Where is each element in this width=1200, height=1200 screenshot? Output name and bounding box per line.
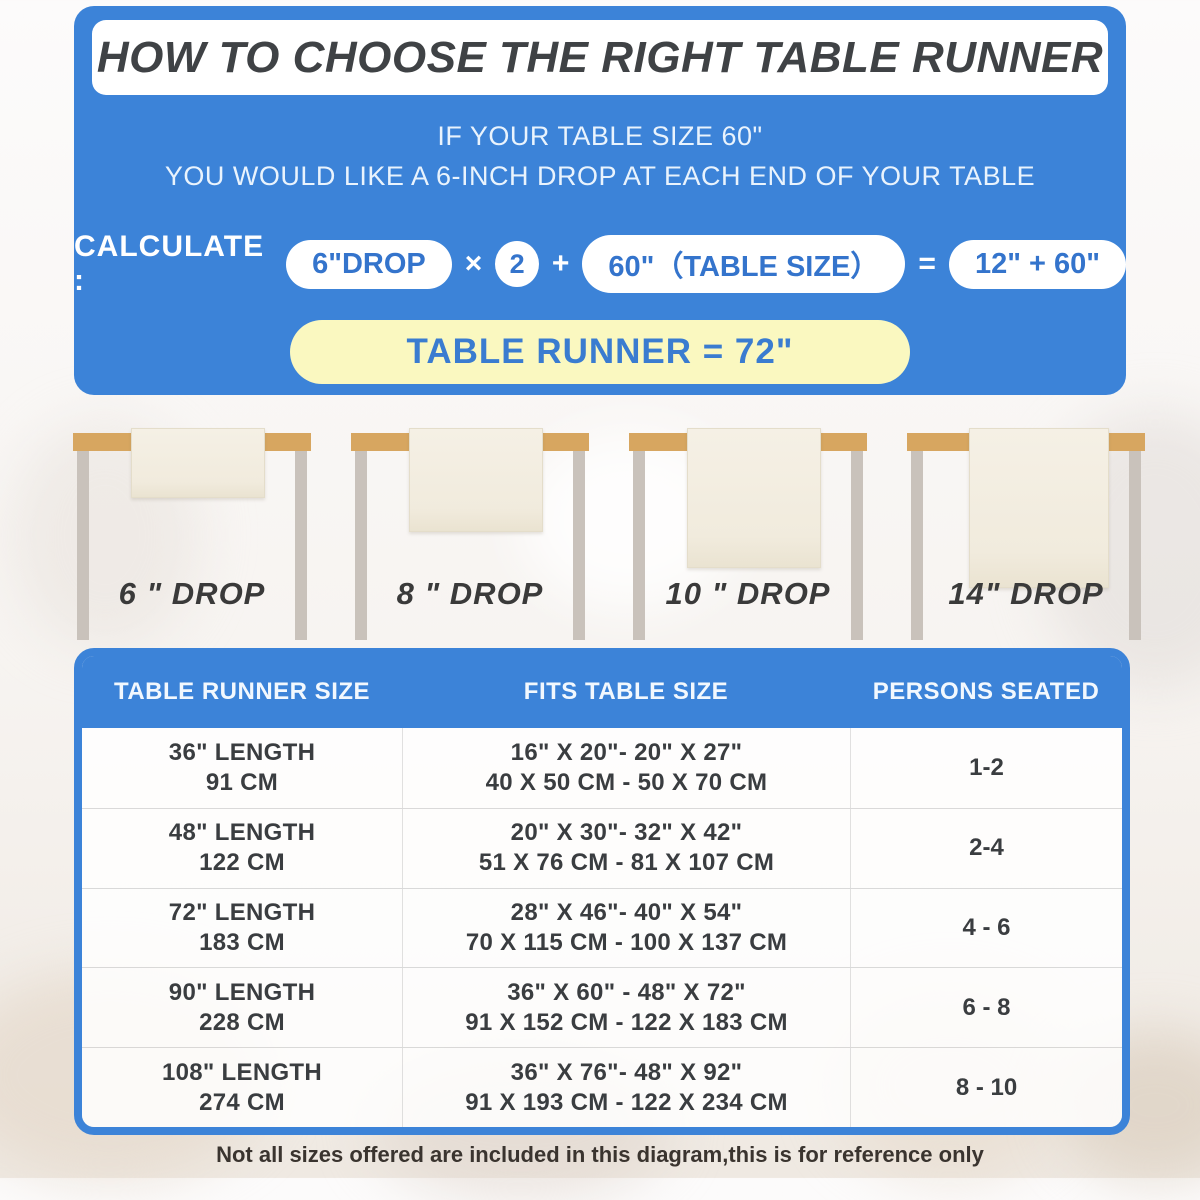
persons-cell: 2-4	[850, 808, 1122, 888]
table-row: 72" LENGTH 183 CM 28" X 46"- 40" X 54" 7…	[82, 887, 1122, 968]
calculate-label: CALCULATE :	[74, 230, 265, 297]
size-chart-panel: TABLE RUNNER SIZE FITS TABLE SIZE PERSON…	[74, 648, 1130, 1135]
runner-size-cell: 36" LENGTH 91 CM	[168, 738, 316, 796]
drop-label: 8 " DROP	[396, 576, 544, 611]
table-runner-cloth	[687, 428, 821, 568]
table-size-pill: 60"（TABLE SIZE）	[582, 235, 906, 293]
calculation-row: CALCULATE : 6"DROP × 2 + 60"（TABLE SIZE）…	[74, 230, 1126, 298]
drop-label: 6 " DROP	[118, 576, 266, 611]
column-header-persons: PERSONS SEATED	[872, 678, 1100, 705]
table-row: 108" LENGTH 274 CM 36" X 76"- 48" X 92" …	[82, 1047, 1122, 1127]
runner-size-cell: 48" LENGTH 122 CM	[168, 819, 316, 877]
table-figure-8in: 8 " DROP	[351, 428, 589, 640]
fits-size-cell: 20" X 30"- 32" X 42" 51 X 76 CM - 81 X 1…	[402, 808, 850, 888]
table-leg	[355, 451, 367, 640]
fits-size-cell: 36" X 76"- 48" X 92" 91 X 193 CM - 122 X…	[402, 1048, 850, 1127]
plus-operator: +	[551, 247, 570, 280]
table-leg	[77, 451, 89, 640]
table-leg	[633, 451, 645, 640]
subtitle-line-2: YOU WOULD LIKE A 6-INCH DROP AT EACH END…	[164, 161, 1036, 191]
table-runner-cloth	[409, 428, 543, 532]
persons-cell: 4 - 6	[850, 888, 1122, 968]
table-row: 90" LENGTH 228 CM 36" X 60" - 48" X 72" …	[82, 967, 1122, 1048]
table-row: 48" LENGTH 122 CM 20" X 30"- 32" X 42" 5…	[82, 807, 1122, 888]
page-title: HOW TO CHOOSE THE RIGHT TABLE RUNNER	[96, 32, 1104, 82]
table-leg	[911, 451, 923, 640]
multiplier-circle: 2	[495, 241, 539, 287]
size-chart-header: TABLE RUNNER SIZE FITS TABLE SIZE PERSON…	[82, 656, 1122, 728]
table-leg	[1129, 451, 1141, 640]
fits-size-cell: 28" X 46"- 40" X 54" 70 X 115 CM - 100 X…	[402, 888, 850, 968]
runner-size-cell: 90" LENGTH 228 CM	[168, 978, 316, 1036]
equals-operator: =	[918, 247, 936, 280]
table-leg	[295, 451, 307, 640]
drop-value-pill: 6"DROP	[286, 239, 452, 289]
runner-size-cell: 108" LENGTH 274 CM	[161, 1058, 323, 1116]
drop-label: 14" DROP	[948, 576, 1104, 611]
table-leg	[851, 451, 863, 640]
size-chart-body: 36" LENGTH 91 CM 16" X 20"- 20" X 27" 40…	[82, 728, 1122, 1127]
persons-cell: 1-2	[850, 728, 1122, 808]
table-figure-6in: 6 " DROP	[73, 428, 311, 640]
table-row: 36" LENGTH 91 CM 16" X 20"- 20" X 27" 40…	[82, 728, 1122, 808]
table-leg	[573, 451, 585, 640]
subtitle-line-1: IF YOUR TABLE SIZE 60"	[437, 121, 763, 151]
fits-size-cell: 16" X 20"- 20" X 27" 40 X 50 CM - 50 X 7…	[402, 728, 850, 808]
persons-cell: 8 - 10	[850, 1048, 1122, 1127]
table-runner-cloth	[131, 428, 265, 498]
reference-footnote: Not all sizes offered are included in th…	[216, 1142, 984, 1167]
table-runner-cloth	[969, 428, 1109, 588]
fits-size-cell: 36" X 60" - 48" X 72" 91 X 152 CM - 122 …	[402, 968, 850, 1048]
column-header-runner-size: TABLE RUNNER SIZE	[113, 678, 371, 705]
runner-size-cell: 72" LENGTH 183 CM	[168, 898, 316, 956]
runner-result-pill: TABLE RUNNER = 72"	[290, 320, 910, 384]
drop-label: 10 " DROP	[665, 576, 831, 611]
persons-cell: 6 - 8	[850, 968, 1122, 1048]
drop-examples: 6 " DROP 8 " DROP 10 " DROP 14" DROP	[73, 428, 1145, 640]
column-header-fits-table: FITS TABLE SIZE	[523, 678, 729, 705]
table-figure-10in: 10 " DROP	[629, 428, 867, 640]
title-bar: HOW TO CHOOSE THE RIGHT TABLE RUNNER	[92, 20, 1108, 95]
table-figure-14in: 14" DROP	[907, 428, 1145, 640]
how-to-panel: HOW TO CHOOSE THE RIGHT TABLE RUNNER IF …	[74, 6, 1126, 395]
times-operator: ×	[464, 247, 483, 280]
sum-pill: 12" + 60"	[948, 239, 1126, 289]
